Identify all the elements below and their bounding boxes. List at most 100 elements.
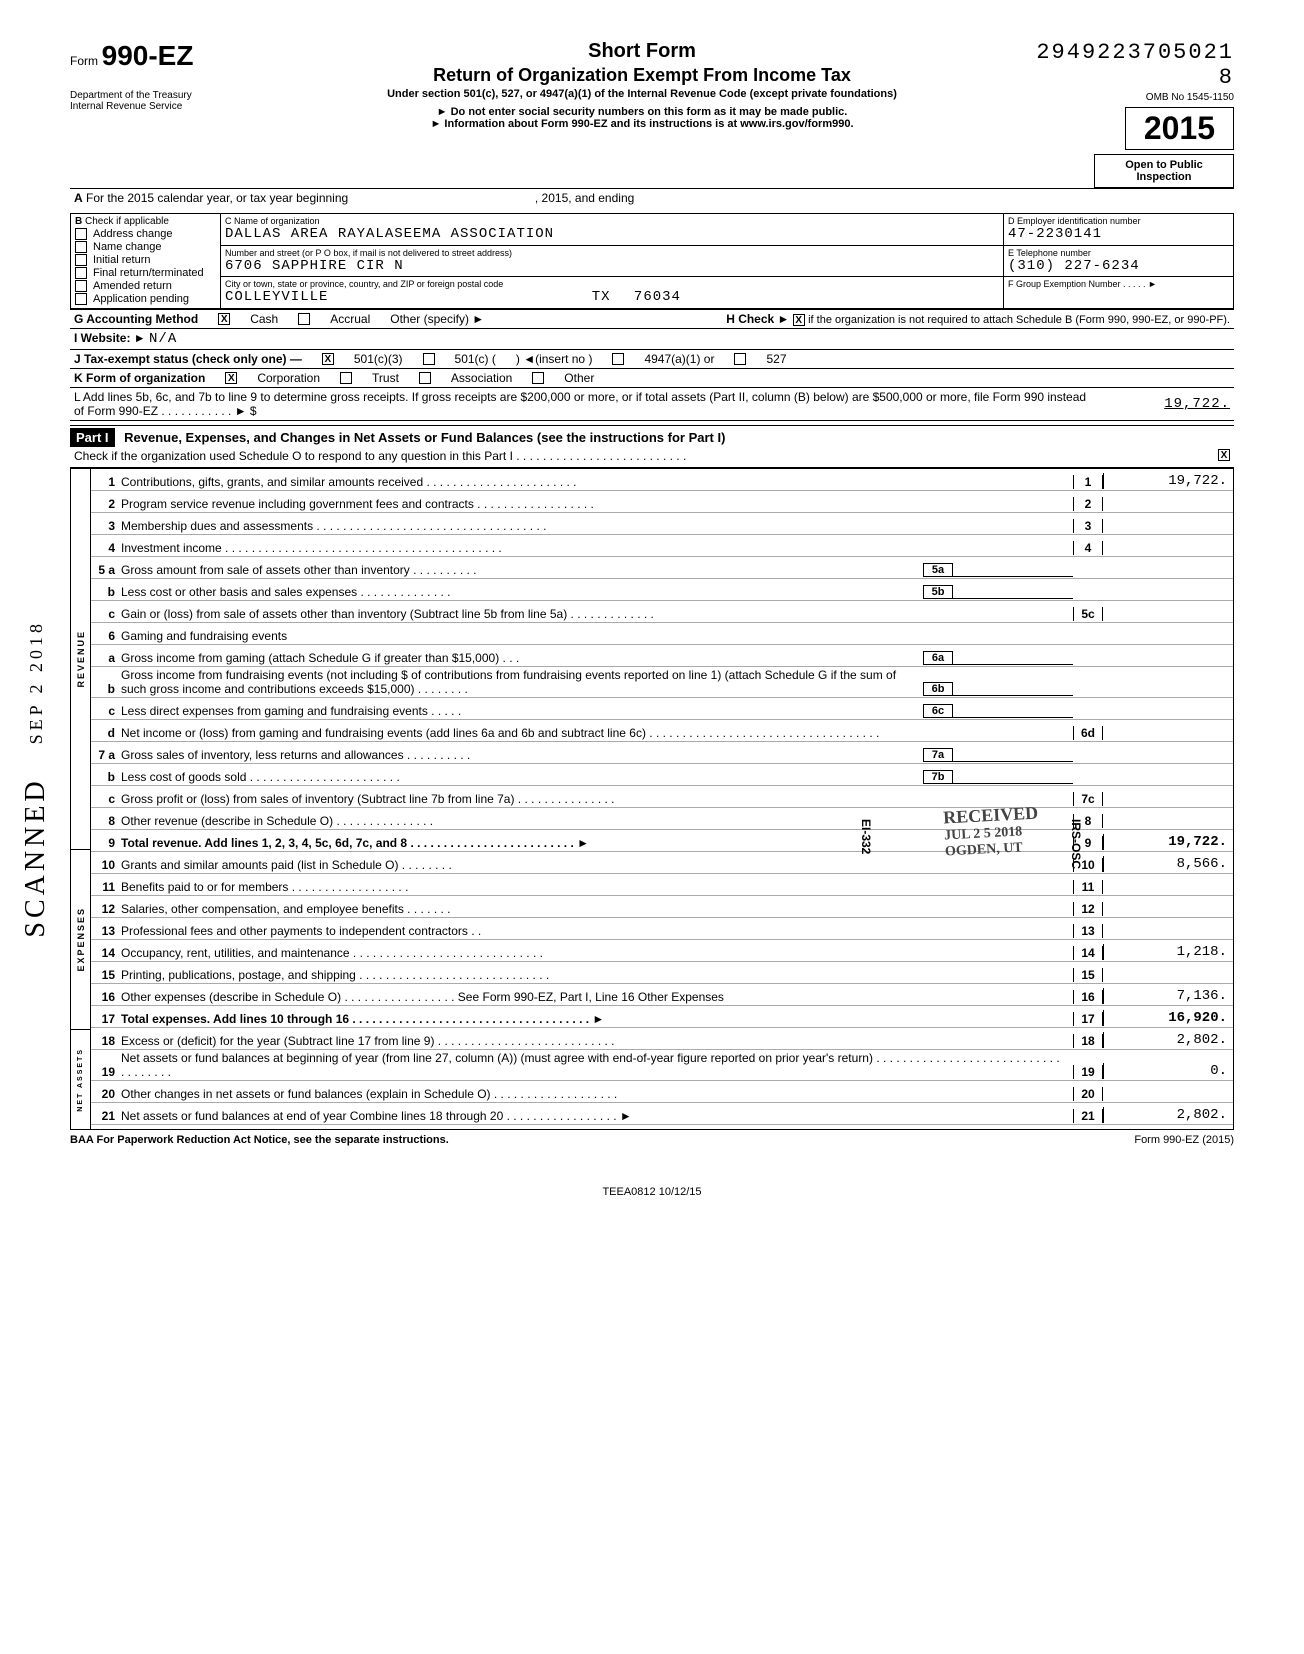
line-l17: 17Total expenses. Add lines 10 through 1… xyxy=(91,1006,1233,1028)
cb-final-return[interactable]: Final return/terminated xyxy=(75,267,216,279)
acct-method-label: G Accounting Method xyxy=(74,312,198,326)
baa-notice: BAA For Paperwork Reduction Act Notice, … xyxy=(70,1134,449,1146)
group-exemption-label: F Group Exemption Number . . . . . ► xyxy=(1008,279,1229,289)
form-ref: Form 990-EZ (2015) xyxy=(1134,1134,1234,1146)
irs-stamp: IRS-OSC xyxy=(1069,819,1083,869)
phone-value: (310) 227-6234 xyxy=(1008,258,1229,274)
line-l1: 1Contributions, gifts, grants, and simil… xyxy=(91,469,1233,491)
line-l6a: aGross income from gaming (attach Schedu… xyxy=(91,645,1233,667)
line-l20: 20Other changes in net assets or fund ba… xyxy=(91,1081,1233,1103)
expenses-vert: EXPENSES xyxy=(76,907,86,972)
page-footer: BAA For Paperwork Reduction Act Notice, … xyxy=(70,1134,1234,1146)
dln-number: 2949223705021 8 xyxy=(1034,40,1234,90)
short-form-title: Short Form xyxy=(260,40,1024,63)
cb-address-change[interactable]: Address change xyxy=(75,228,216,240)
under-section: Under section 501(c), 527, or 4947(a)(1)… xyxy=(260,88,1024,100)
line-l5b: bLess cost or other basis and sales expe… xyxy=(91,579,1233,601)
cb-schedule-o[interactable]: X xyxy=(1218,449,1230,461)
line-l10: 10Grants and similar amounts paid (list … xyxy=(91,852,1233,874)
line-l11: 11Benefits paid to or for members . . . … xyxy=(91,874,1233,896)
line-l4: 4Investment income . . . . . . . . . . .… xyxy=(91,535,1233,557)
line-l14: 14Occupancy, rent, utilities, and mainte… xyxy=(91,940,1233,962)
line-l3: 3Membership dues and assessments . . . .… xyxy=(91,513,1233,535)
cb-501c3[interactable]: X xyxy=(322,353,334,365)
h-label: H Check ► xyxy=(726,312,789,326)
cb-cash[interactable]: X xyxy=(218,313,230,325)
h-text: if the organization is not required to a… xyxy=(808,314,1230,326)
line-l6b: bGross income from fundraising events (n… xyxy=(91,667,1233,698)
cb-no-schedb[interactable]: X xyxy=(793,314,805,326)
teea-code: TEEA0812 10/12/15 xyxy=(70,1186,1234,1198)
form-prefix: Form xyxy=(70,54,98,68)
cb-accrual[interactable] xyxy=(298,313,310,325)
cb-app-pending[interactable]: Application pending xyxy=(75,293,216,305)
cb-other[interactable] xyxy=(532,372,544,384)
section-k: K Form of organization XCorporation Trus… xyxy=(70,368,1234,387)
part1-check-line: Check if the organization used Schedule … xyxy=(74,449,1218,463)
line-l8: 8Other revenue (describe in Schedule O) … xyxy=(91,808,1233,830)
part1-header-row: Part I Revenue, Expenses, and Changes in… xyxy=(70,425,1234,468)
entity-info-table: B Check if applicable Address change Nam… xyxy=(70,213,1234,309)
cb-name-change[interactable]: Name change xyxy=(75,241,216,253)
cb-527[interactable] xyxy=(734,353,746,365)
street-label: Number and street (or P O box, if mail i… xyxy=(225,248,999,258)
org-name: DALLAS AREA RAYALASEEMA ASSOCIATION xyxy=(225,226,999,242)
scanned-stamp: SCANNED SEP 2 2018 xyxy=(20,620,52,938)
form-number: 990-EZ xyxy=(102,40,194,71)
line-l16: 16Other expenses (describe in Schedule O… xyxy=(91,984,1233,1006)
city-label: City or town, state or province, country… xyxy=(225,279,999,289)
section-l: L Add lines 5b, 6c, and 7b to line 9 to … xyxy=(70,387,1234,421)
line-l7a: 7 aGross sales of inventory, less return… xyxy=(91,742,1233,764)
year-begin-label: For the 2015 calendar year, or tax year … xyxy=(86,191,348,205)
line-l7b: bLess cost of goods sold . . . . . . . .… xyxy=(91,764,1233,786)
line-l6: 6Gaming and fundraising events xyxy=(91,623,1233,645)
cb-trust[interactable] xyxy=(340,372,352,384)
line-l13: 13Professional fees and other payments t… xyxy=(91,918,1233,940)
line-l5c: cGain or (loss) from sale of assets othe… xyxy=(91,601,1233,623)
line-l12: 12Salaries, other compensation, and empl… xyxy=(91,896,1233,918)
cb-corp[interactable]: X xyxy=(225,372,237,384)
dept-treasury: Department of the Treasury Internal Reve… xyxy=(70,90,250,112)
line-l5a: 5 aGross amount from sale of assets othe… xyxy=(91,557,1233,579)
line-l21: 21Net assets or fund balances at end of … xyxy=(91,1103,1233,1125)
cb-501c[interactable] xyxy=(423,353,435,365)
cb-initial-return[interactable]: Initial return xyxy=(75,254,216,266)
part1-body: RECEIVED JUL 2 5 2018 OGDEN, UT EI-332 I… xyxy=(70,468,1234,1130)
part1-label: Part I xyxy=(70,428,115,447)
section-a: A For the 2015 calendar year, or tax yea… xyxy=(70,188,1234,207)
line-l6c: cLess direct expenses from gaming and fu… xyxy=(91,698,1233,720)
section-i: I Website: ► N/A xyxy=(70,328,1234,349)
section-j: J Tax-exempt status (check only one) — X… xyxy=(70,349,1234,368)
tax-year: 2015 xyxy=(1125,107,1234,150)
org-name-label: C Name of organization xyxy=(225,216,999,226)
cb-4947[interactable] xyxy=(612,353,624,365)
open-to-public: Open to Public Inspection xyxy=(1094,154,1234,188)
cb-amended[interactable]: Amended return xyxy=(75,280,216,292)
omb-number: OMB No 1545-1150 xyxy=(1034,92,1234,103)
year-end-label: , 2015, and ending xyxy=(535,191,634,205)
info-website: ► Information about Form 990-EZ and its … xyxy=(260,118,1024,130)
line-l15: 15Printing, publications, postage, and s… xyxy=(91,962,1233,984)
line-l9: 9Total revenue. Add lines 1, 2, 3, 4, 5c… xyxy=(91,830,1233,852)
ei-stamp: EI-332 xyxy=(859,819,873,854)
revenue-vert: REVENUE xyxy=(76,630,86,688)
return-title: Return of Organization Exempt From Incom… xyxy=(260,65,1024,86)
check-if-applicable: Check if applicable xyxy=(85,216,169,227)
section-g: G Accounting Method XCash Accrual Other … xyxy=(70,309,1234,328)
zip-value: 76034 xyxy=(634,289,681,305)
cb-assoc[interactable] xyxy=(419,372,431,384)
street-value: 6706 SAPPHIRE CIR N xyxy=(225,258,999,274)
line-l7c: cGross profit or (loss) from sales of in… xyxy=(91,786,1233,808)
gross-receipts: 19,722. xyxy=(1110,396,1230,412)
phone-label: E Telephone number xyxy=(1008,248,1229,258)
part1-title: Revenue, Expenses, and Changes in Net As… xyxy=(124,430,725,445)
ein-value: 47-2230141 xyxy=(1008,226,1229,242)
form-header: Form 990-EZ Department of the Treasury I… xyxy=(70,40,1234,188)
state-value: TX xyxy=(592,289,611,305)
line-l18: 18Excess or (deficit) for the year (Subt… xyxy=(91,1028,1233,1050)
website-value: N/A xyxy=(149,331,177,347)
ein-label: D Employer identification number xyxy=(1008,216,1229,226)
netassets-vert: NET ASSETS xyxy=(77,1048,84,1112)
line-l19: 19Net assets or fund balances at beginni… xyxy=(91,1050,1233,1081)
line-l6d: dNet income or (loss) from gaming and fu… xyxy=(91,720,1233,742)
